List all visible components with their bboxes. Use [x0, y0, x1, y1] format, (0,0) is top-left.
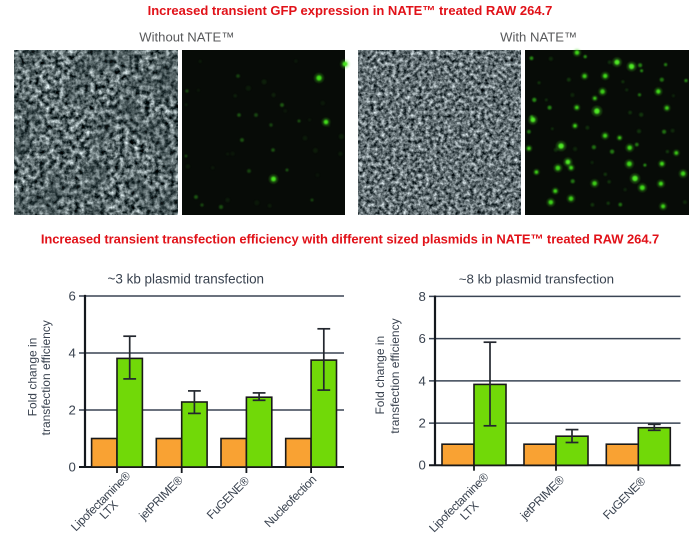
svg-text:~3 kb plasmid transfection: ~3 kb plasmid transfection: [108, 272, 264, 287]
svg-text:0: 0: [68, 459, 75, 474]
svg-text:6: 6: [418, 331, 425, 346]
svg-text:4: 4: [418, 373, 425, 388]
svg-text:transfection efficiency: transfection efficiency: [39, 320, 53, 435]
svg-text:2: 2: [68, 402, 75, 417]
svg-text:Increased transient GFP expres: Increased transient GFP expression in NA…: [148, 3, 553, 18]
svg-text:Increased transient transfecti: Increased transient transfection efficie…: [41, 231, 659, 246]
svg-text:8: 8: [418, 289, 425, 304]
svg-text:2: 2: [418, 416, 425, 431]
svg-text:Fold change in: Fold change in: [26, 338, 40, 417]
svg-text:With NATE™: With NATE™: [500, 30, 577, 45]
svg-text:6: 6: [68, 288, 75, 303]
svg-text:Fold change in: Fold change in: [373, 336, 387, 415]
svg-text:4: 4: [68, 345, 75, 360]
svg-text:Without NATE™: Without NATE™: [139, 30, 234, 45]
svg-text:transfection efficiency: transfection efficiency: [388, 318, 402, 433]
svg-text:~8 kb plasmid transfection: ~8 kb plasmid transfection: [459, 272, 614, 287]
svg-text:0: 0: [418, 458, 425, 473]
